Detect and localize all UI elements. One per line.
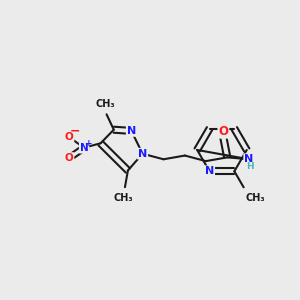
Text: O: O — [65, 132, 74, 142]
Text: H: H — [246, 163, 254, 172]
Text: O: O — [218, 125, 228, 138]
Text: N: N — [205, 166, 214, 176]
Text: CH₃: CH₃ — [95, 99, 115, 109]
Text: −: − — [69, 124, 80, 138]
Text: N: N — [138, 149, 147, 159]
Text: CH₃: CH₃ — [114, 193, 133, 202]
Text: CH₃: CH₃ — [246, 193, 266, 203]
Text: +: + — [85, 139, 93, 148]
Text: N: N — [244, 154, 254, 164]
Text: O: O — [65, 153, 74, 163]
Text: N: N — [127, 126, 136, 136]
Text: N: N — [80, 143, 88, 153]
